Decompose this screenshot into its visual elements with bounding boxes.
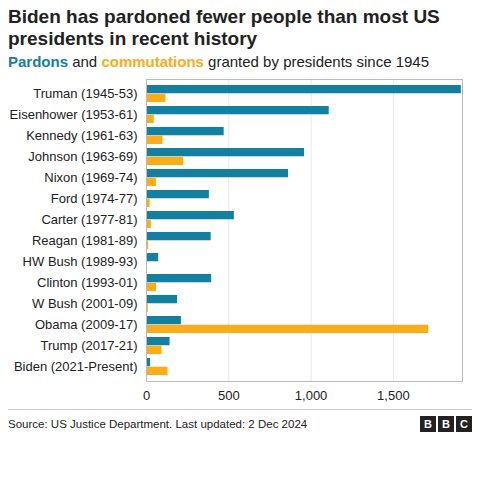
html-text:B: B (442, 418, 450, 430)
svg-text:Truman (1945-53): Truman (1945-53) (33, 86, 137, 101)
svg-text:Trump (2017-21): Trump (2017-21) (40, 338, 137, 353)
svg-text:HW Bush (1989-93): HW Bush (1989-93) (23, 254, 138, 269)
svg-text:W Bush (2001-09): W Bush (2001-09) (32, 296, 138, 311)
svg-text:Nixon (1969-74): Nixon (1969-74) (44, 170, 137, 185)
html-text:Pardons and commutations grant: Pardons and commutations granted by pres… (8, 53, 430, 70)
svg-text:Carter (1977-81): Carter (1977-81) (41, 212, 137, 227)
svg-text:Biden (2021-Present): Biden (2021-Present) (14, 359, 138, 374)
html-text:Biden has pardoned fewer peopl: Biden has pardoned fewer people than mos… (8, 6, 440, 49)
svg-text:Kennedy (1961-63): Kennedy (1961-63) (26, 128, 137, 143)
html-text:C: C (460, 418, 468, 430)
html-text:Source: US Justice Department.: Source: US Justice Department. Last upda… (8, 418, 308, 430)
svg-text:Clinton (1993-01): Clinton (1993-01) (37, 275, 137, 290)
svg-text:Reagan (1981-89): Reagan (1981-89) (32, 233, 138, 248)
html-text:B: B (424, 418, 432, 430)
svg-text:1,000: 1,000 (295, 388, 328, 403)
svg-text:Johnson (1963-69): Johnson (1963-69) (28, 149, 137, 164)
svg-text:0: 0 (143, 388, 150, 403)
svg-text:Eisenhower (1953-61): Eisenhower (1953-61) (10, 107, 138, 122)
svg-text:1,500: 1,500 (377, 388, 410, 403)
svg-text:Obama (2009-17): Obama (2009-17) (35, 317, 138, 332)
svg-text:Ford (1974-77): Ford (1974-77) (51, 191, 138, 206)
svg-text:500: 500 (218, 388, 240, 403)
